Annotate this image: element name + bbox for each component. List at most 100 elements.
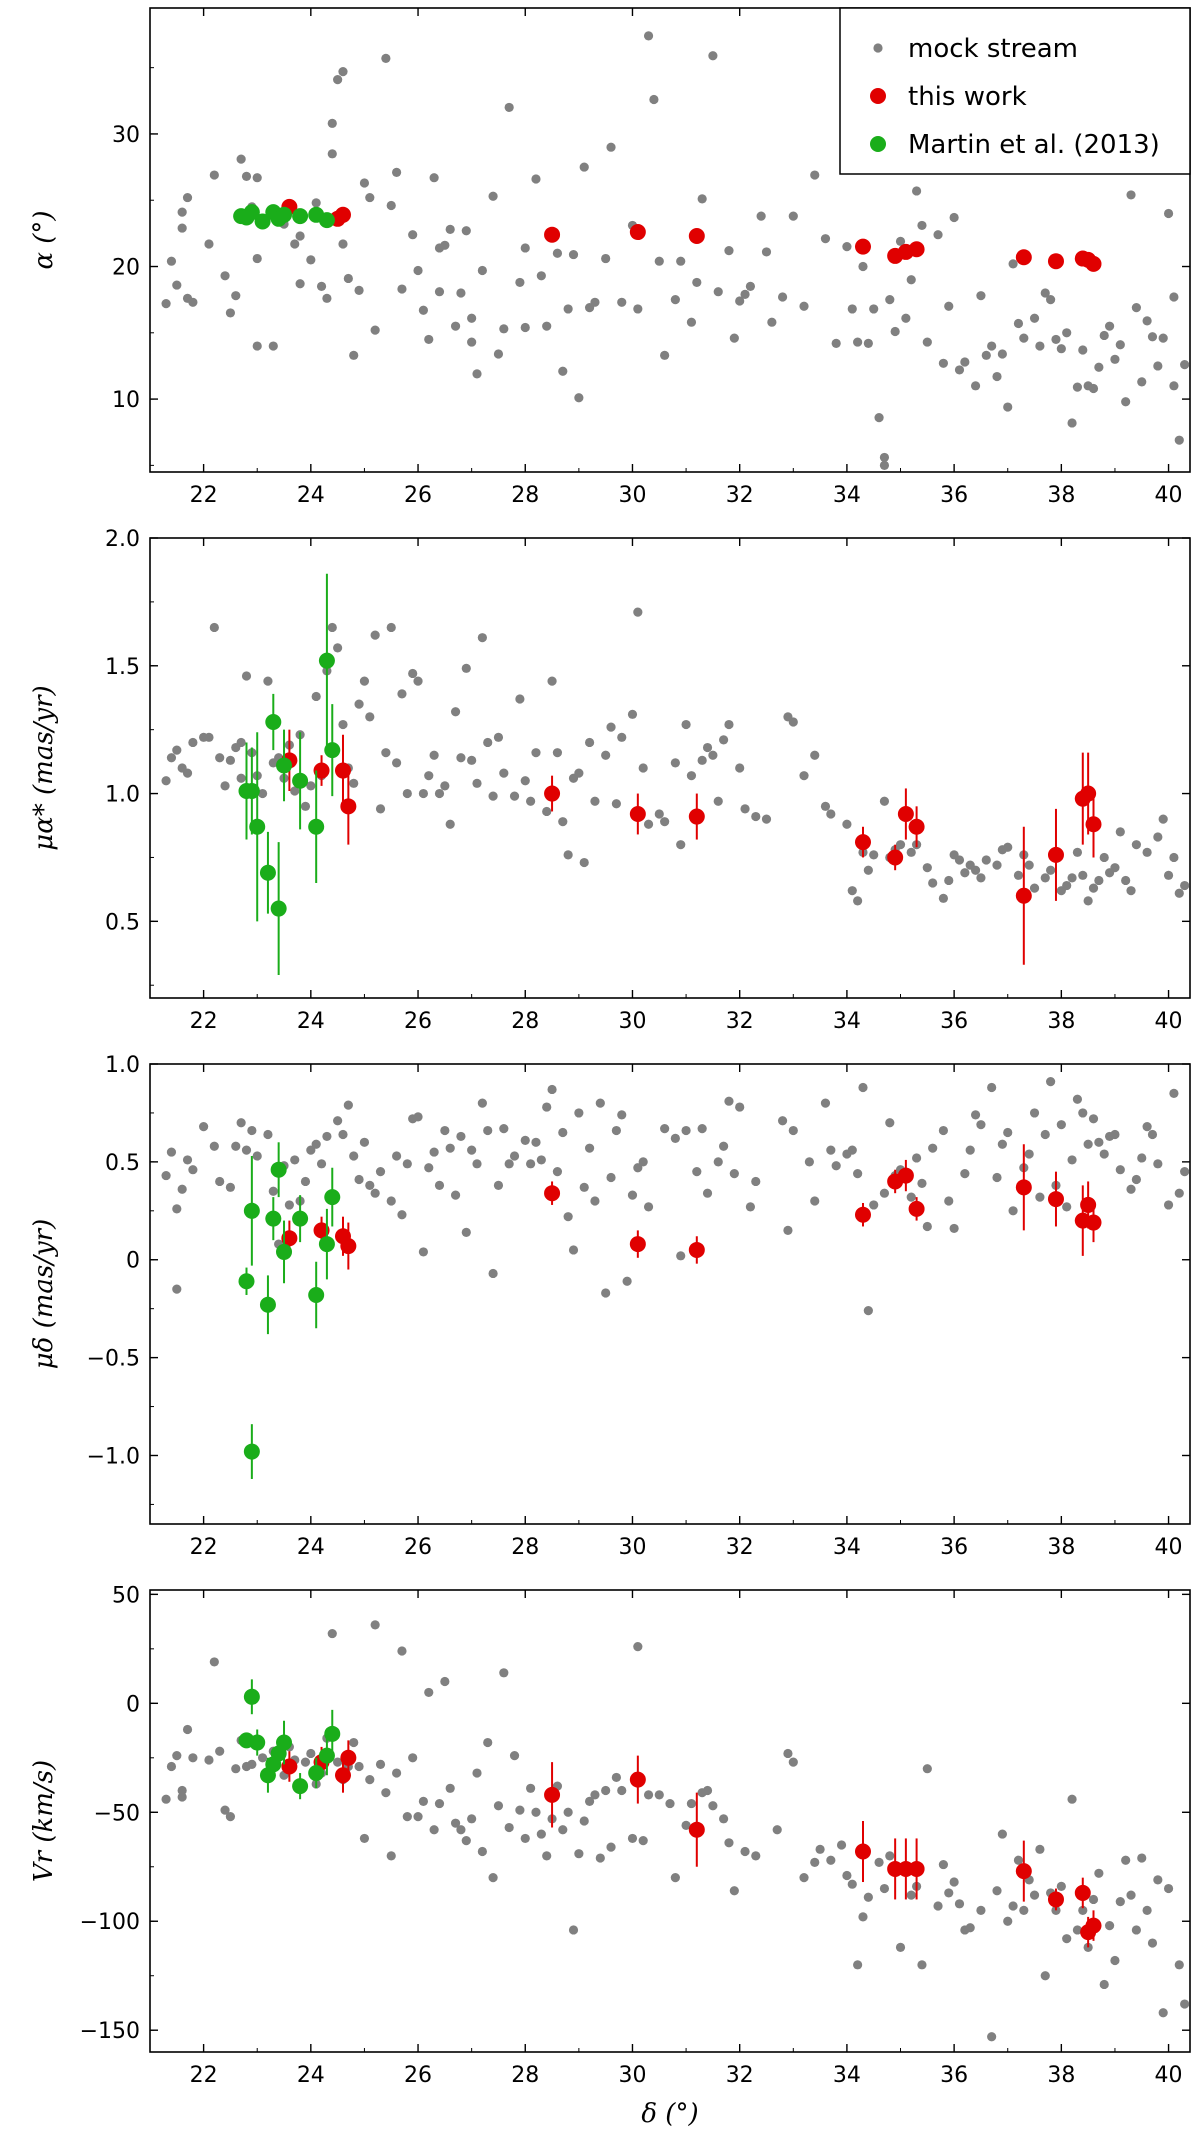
point-mock-stream [853,896,863,906]
point-mock-stream [1131,1925,1141,1935]
point-mock-stream [928,1143,938,1153]
point-this-work [1047,846,1064,863]
point-mock-stream [1137,377,1147,387]
point-mock-stream [526,1783,536,1793]
point-this-work [1047,1891,1064,1908]
point-mock-stream [386,200,396,211]
point-mock-stream [520,322,530,333]
point-mock-stream [236,154,246,164]
point-mock-stream [617,1110,627,1120]
point-mock-stream [874,413,884,423]
point-mock-stream [354,1174,364,1185]
point-mock-stream [316,281,327,291]
point-mock-stream [917,220,927,231]
point-mock-stream [536,1155,546,1165]
point-mock-stream [365,192,375,203]
x-tick-label: 22 [190,1009,218,1034]
point-this-work [908,818,925,835]
y-tick-label: 20 [112,256,140,281]
x-tick-label: 30 [618,1009,646,1034]
y-tick-label: −150 [80,2019,140,2044]
point-mock-stream [370,1188,380,1198]
point-this-work [629,806,646,822]
point-mock-stream [488,791,498,801]
point-mock-stream [719,735,729,745]
x-tick-label: 30 [618,483,646,508]
point-mock-stream [188,297,198,307]
point-this-work [1074,1884,1091,1901]
point-mock-stream [515,277,525,288]
point-mock-stream [1131,1174,1141,1185]
point-mock-stream [1072,382,1083,392]
point-mock-stream [1003,842,1013,852]
point-mock-stream [558,817,568,827]
point-mock-stream [970,381,981,391]
point-mock-stream [713,1157,723,1167]
point-martin [238,209,255,226]
point-mock-stream [826,809,836,819]
point-mock-stream [954,1899,965,1909]
point-mock-stream [1131,840,1141,850]
point-mock-stream [1163,208,1174,219]
point-mock-stream [917,1960,927,1970]
point-this-work [1085,816,1102,833]
point-mock-stream [1094,1137,1104,1147]
point-mock-stream [944,1196,954,1206]
point-mock-stream [209,1141,219,1151]
point-mock-stream [1019,333,1029,343]
point-mock-stream [1024,1149,1034,1159]
point-mock-stream [1056,1881,1066,1891]
point-mock-stream [268,341,278,351]
point-mock-stream [617,732,627,742]
point-this-work [688,228,705,245]
legend-marker-this-work [870,88,886,104]
point-mock-stream [166,1147,177,1157]
point-mock-stream [627,1833,638,1844]
point-mock-stream [601,253,611,264]
point-mock-stream [1078,1108,1088,1118]
point-mock-stream [799,301,809,311]
point-mock-stream [327,149,337,159]
legend-marker-martin [870,136,886,152]
point-mock-stream [1019,1905,1029,1915]
point-mock-stream [542,806,552,817]
point-mock-stream [1062,880,1072,891]
point-mock-stream [735,296,745,306]
point-mock-stream [477,633,487,643]
point-mock-stream [574,1849,584,1859]
point-mock-stream [885,295,895,305]
point-mock-stream [188,1753,198,1763]
point-mock-stream [1062,1202,1072,1212]
point-mock-stream [788,1125,798,1136]
point-mock-stream [1008,259,1018,269]
point-mock-stream [804,1157,814,1167]
point-mock-stream [1099,852,1109,863]
point-mock-stream [906,275,916,285]
point-this-work [908,1200,925,1217]
point-mock-stream [702,1785,713,1796]
point-mock-stream [429,750,439,760]
point-mock-stream [306,1145,316,1155]
point-mock-stream [810,1196,820,1206]
y-tick-label: 1.0 [105,783,140,808]
point-mock-stream [670,1133,680,1143]
point-mock-stream [954,365,965,375]
point-mock-stream [456,753,466,763]
point-mock-stream [397,689,407,699]
point-mock-stream [922,863,932,873]
point-mock-stream [686,771,697,781]
point-mock-stream [547,676,557,686]
point-mock-stream [359,1137,370,1147]
point-mock-stream [1094,875,1104,886]
point-mock-stream [434,788,445,799]
point-mock-stream [879,796,890,806]
point-mock-stream [1083,1139,1093,1149]
point-mock-stream [622,1276,632,1286]
plot-frame [149,537,1191,999]
point-mock-stream [1078,1905,1088,1915]
point-mock-stream [1003,402,1013,412]
point-mock-stream [300,801,311,811]
point-mock-stream [885,1118,895,1128]
point-martin [324,1725,341,1742]
y-axis-label: μδ (mas/yr) [29,1219,59,1369]
